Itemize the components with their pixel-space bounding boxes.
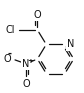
Text: O: O [22,79,30,89]
Text: -: - [7,48,11,58]
Text: Cl: Cl [5,25,15,35]
Text: N: N [67,39,75,49]
Text: O: O [34,10,41,20]
Text: +: + [28,58,33,64]
Text: O: O [3,54,11,64]
Text: N: N [22,59,30,69]
